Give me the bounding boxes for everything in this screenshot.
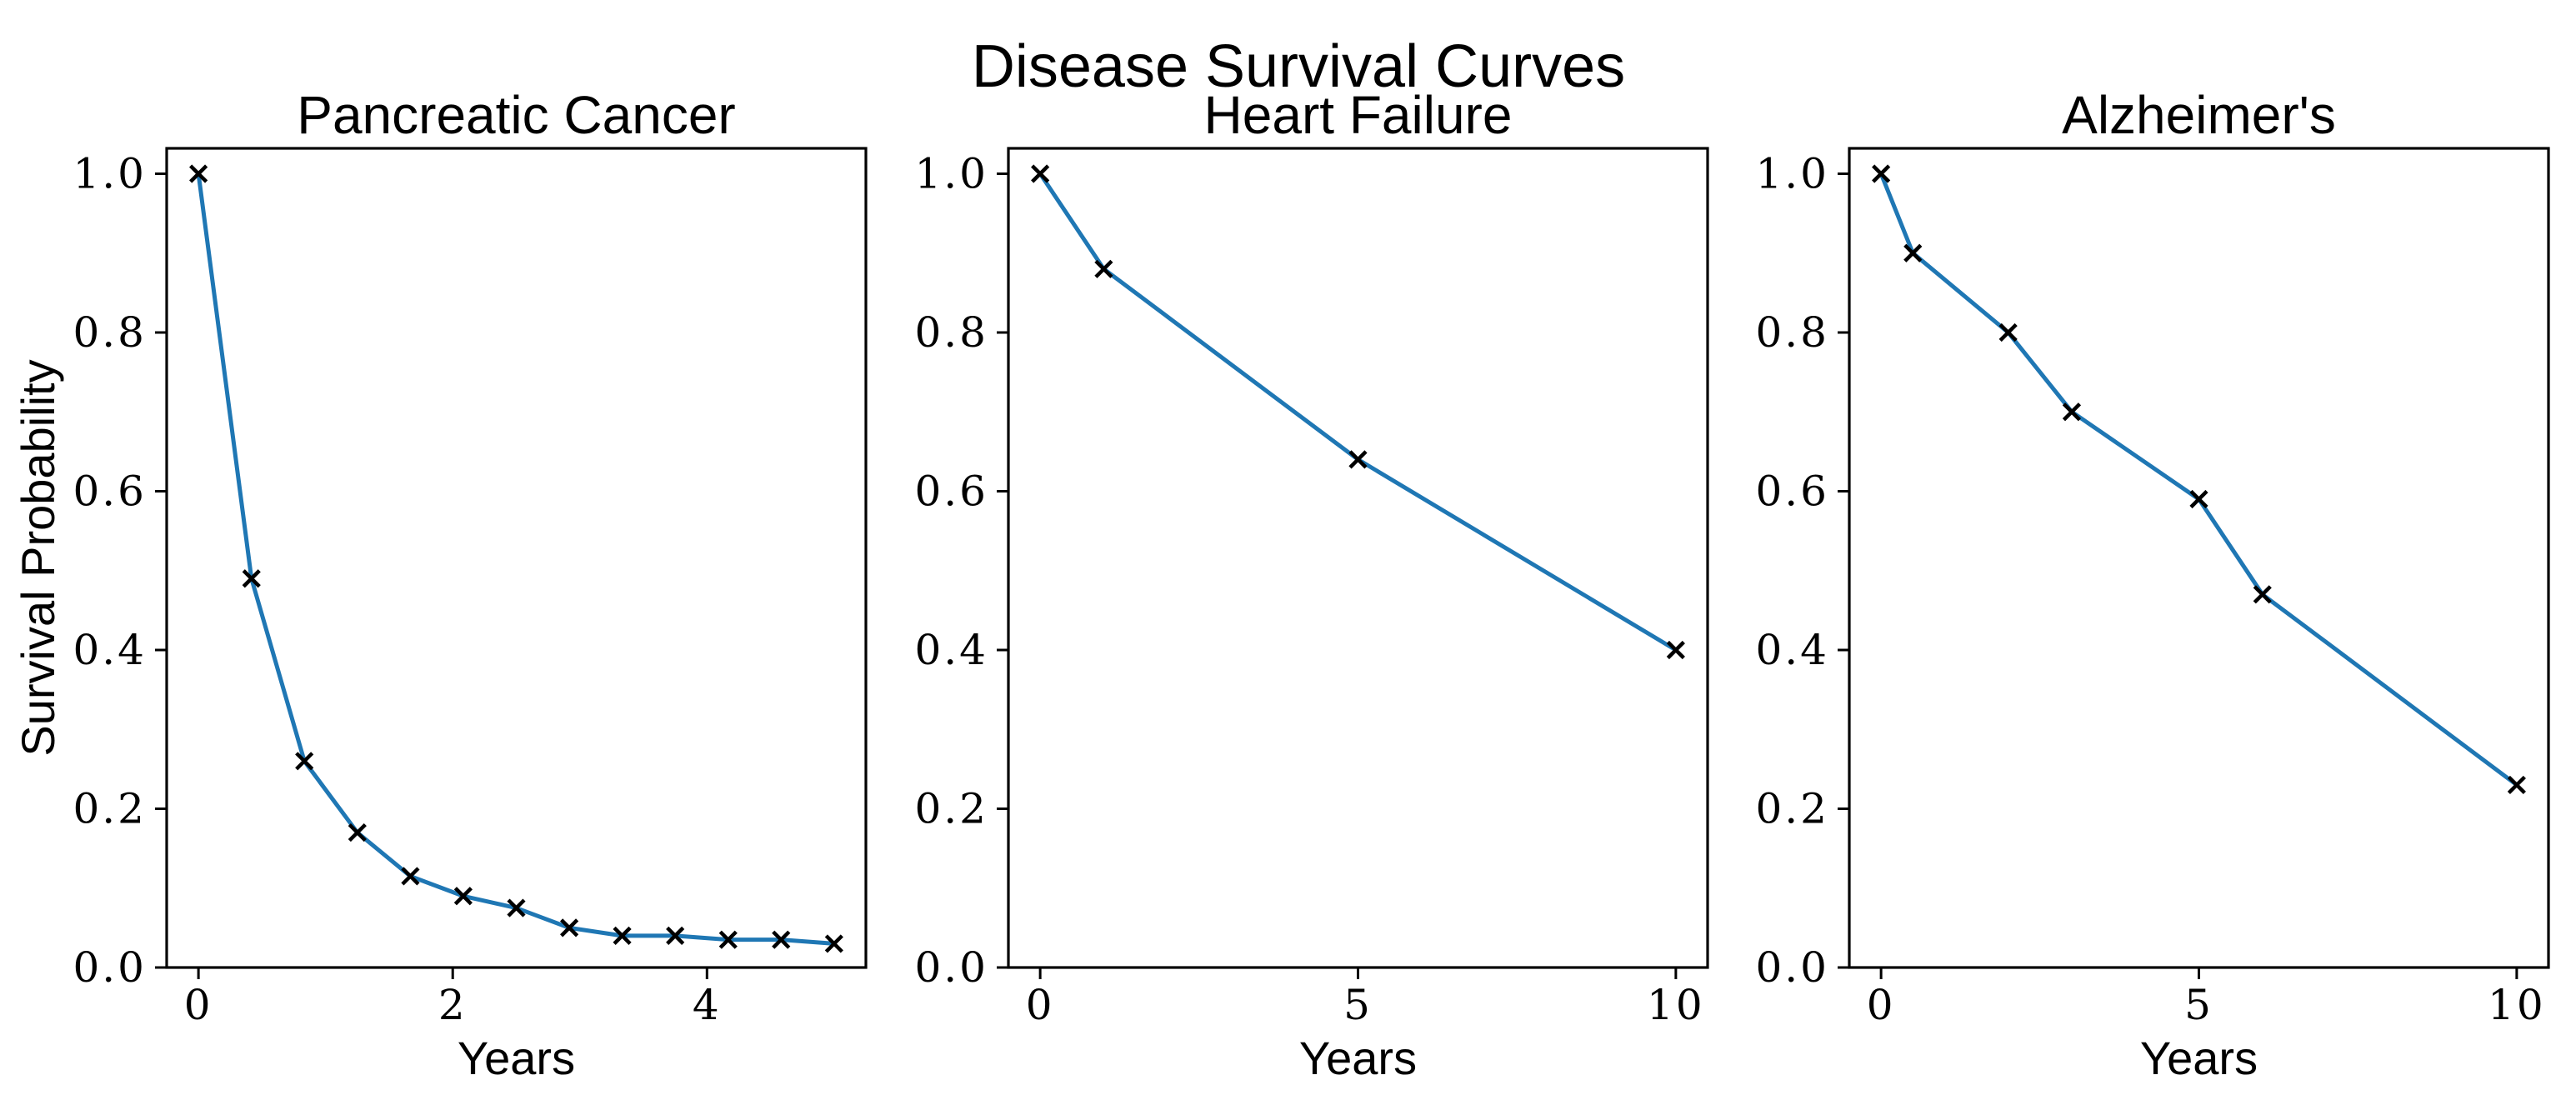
data-point-marker: [718, 930, 738, 949]
y-tick-label: 0.8: [914, 308, 988, 357]
data-point-marker: [1872, 164, 1891, 183]
data-point-marker: [189, 164, 208, 183]
y-tick-label: 1.0: [73, 149, 147, 198]
x-tick-label: 10: [1647, 981, 1705, 1029]
y-tick-label: 0.0: [73, 943, 147, 992]
y-tick-label: 0.4: [73, 626, 147, 674]
y-tick-label: 0.2: [73, 784, 147, 832]
subplots-group: 0 2 4 0.0 0.2 0.4 0.6 0.8 1.0 Pancreatic Cancer Ye…: [12, 85, 2550, 1084]
y-tick-label: 1.0: [914, 149, 988, 198]
data-point-marker: [1903, 243, 1923, 262]
y-tick-label: 1.0: [1755, 149, 1829, 198]
subplot-title: Pancreatic Cancer: [297, 85, 735, 145]
data-point-marker: [560, 918, 579, 938]
y-tick-label: 0.6: [914, 467, 988, 515]
y-tick-label: 0.0: [1755, 943, 1829, 992]
data-point-marker: [772, 930, 791, 949]
y-tick-label: 0.6: [73, 467, 147, 515]
subplot-heart-failure: 0 5 10 0.0 0.2 0.4 0.6 0.8 1.0 Heart Failure Years: [914, 85, 1709, 1084]
data-point-marker: [1094, 259, 1113, 278]
y-axis-label: Survival Probability: [12, 359, 64, 756]
data-point-marker: [242, 569, 261, 588]
y-tick-label: 0.2: [914, 784, 988, 832]
x-tick-label: 5: [2184, 981, 2213, 1029]
data-point-marker: [613, 926, 632, 945]
data-point-marker: [348, 822, 367, 842]
data-point-marker: [666, 926, 685, 945]
y-tick-label: 0.6: [1755, 467, 1829, 515]
data-point-marker: [401, 867, 420, 886]
x-tick-label: 5: [1343, 981, 1373, 1029]
y-tick-label: 0.4: [914, 626, 988, 674]
data-point-marker: [2507, 775, 2526, 795]
x-axis-label: Years: [1299, 1032, 1417, 1084]
plot-area: [1848, 147, 2550, 969]
y-tick-label: 0.8: [73, 308, 147, 357]
data-point-marker: [1998, 322, 2018, 342]
data-point-marker: [1031, 164, 1050, 183]
x-axis-label: Years: [458, 1032, 575, 1084]
x-tick-label: 0: [184, 981, 213, 1029]
x-tick-label: 0: [1867, 981, 1896, 1029]
y-tick-label: 0.4: [1755, 626, 1829, 674]
subplot-alzheimer-s: 0 5 10 0.0 0.2 0.4 0.6 0.8 1.0 Alzheimer's Years: [1755, 85, 2550, 1084]
x-tick-label: 0: [1026, 981, 1055, 1029]
data-point-marker: [507, 898, 526, 918]
data-point-marker: [824, 934, 843, 953]
y-tick-label: 0.0: [914, 943, 988, 992]
subplot-title: Heart Failure: [1204, 85, 1513, 145]
figure-suptitle: Disease Survival Curves: [972, 33, 1625, 100]
survival-curve: [1038, 171, 1678, 652]
data-point-marker: [2253, 585, 2272, 604]
data-point-marker: [1348, 450, 1368, 469]
data-point-marker: [1666, 640, 1685, 660]
x-axis-label: Years: [2140, 1032, 2258, 1084]
data-point-marker: [2189, 489, 2208, 509]
data-point-marker: [295, 752, 314, 771]
data-point-marker: [2062, 402, 2082, 422]
data-point-marker: [453, 887, 473, 906]
x-tick-label: 10: [2488, 981, 2546, 1029]
plot-area: [1007, 147, 1709, 969]
plot-area: [165, 147, 868, 969]
y-tick-label: 0.2: [1755, 784, 1829, 832]
subplot-pancreatic-cancer: 0 2 4 0.0 0.2 0.4 0.6 0.8 1.0 Pancreatic Cancer Ye…: [12, 85, 868, 1084]
subplot-title: Alzheimer's: [2062, 85, 2336, 145]
x-tick-label: 2: [438, 981, 468, 1029]
x-tick-label: 4: [693, 981, 722, 1029]
y-tick-label: 0.8: [1755, 308, 1829, 357]
